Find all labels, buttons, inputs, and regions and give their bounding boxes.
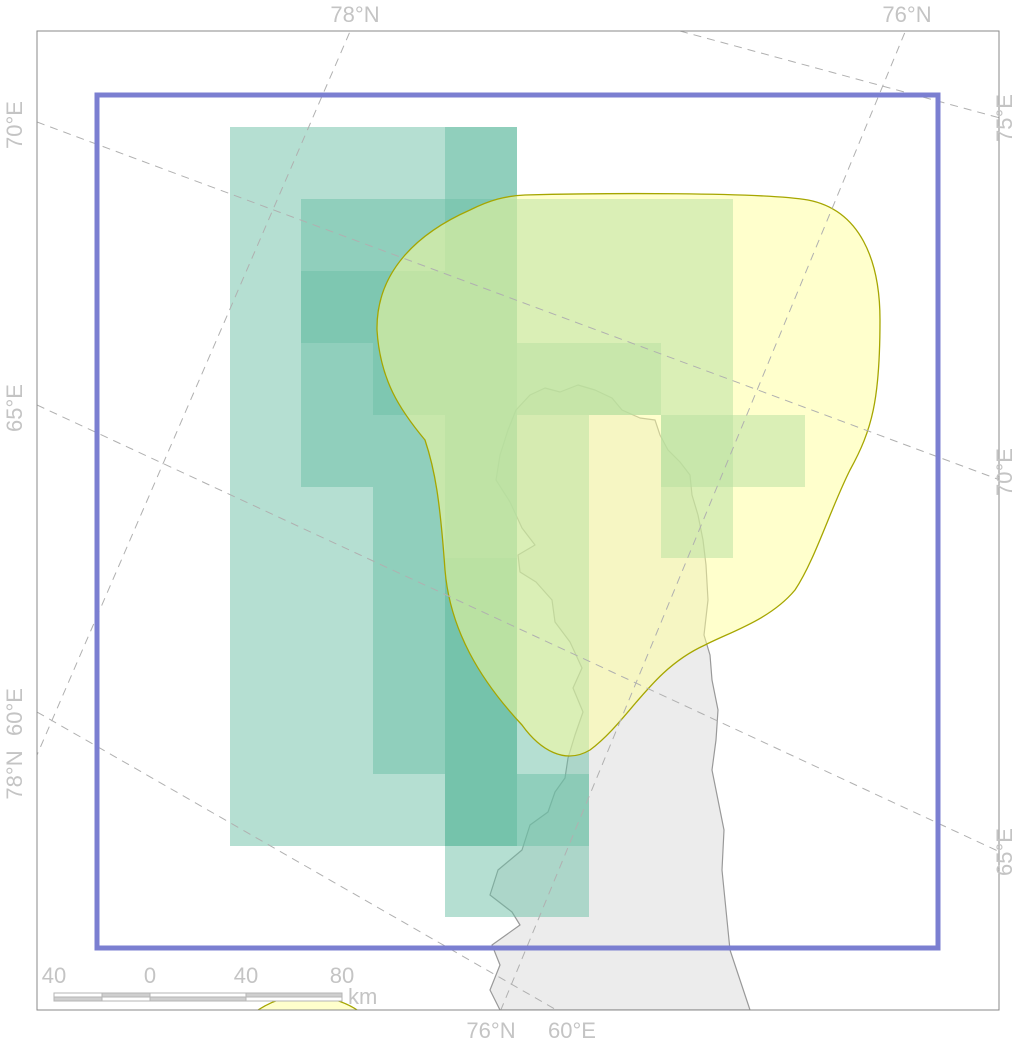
scale-bar-segment-8 [245, 996, 343, 1002]
left-label-70e: 70°E [2, 101, 27, 149]
top-label-76n: 76°N [882, 2, 931, 27]
scale-bar-segment-1 [53, 992, 103, 998]
graticule-line-60e [37, 711, 558, 1010]
graticule-labels: 78°N 76°N 76°N 60°E 70°E 65°E 60°E 78°N … [2, 2, 1017, 1043]
map-frame-border [36, 30, 1000, 1011]
range-polygon [376, 192, 881, 757]
grid-cell-18 [517, 774, 589, 917]
scale-tick-label-80: 80 [330, 963, 354, 988]
left-label-60e: 60°E [2, 688, 27, 736]
scale-tick-label-0: 0 [144, 963, 156, 988]
grid-cell-4 [373, 487, 445, 774]
scale-bar-segment-2 [101, 992, 151, 998]
bottom-label-76n: 76°N [466, 1018, 515, 1043]
graticule-line-70e [37, 121, 999, 481]
extent-box [94, 92, 941, 951]
scale-unit: km [348, 984, 377, 1009]
scale-bar-segment-5 [149, 992, 247, 998]
scale-bar-segment-7 [245, 992, 343, 998]
graticule [37, 31, 999, 1010]
bottom-label-60e: 60°E [548, 1018, 596, 1043]
right-label-65e: 65°E [992, 828, 1017, 876]
scale-bar-segment-4 [101, 996, 151, 1002]
scale-tick-label-40: 40 [234, 963, 258, 988]
scale-bar: 40 0 40 80 km [42, 963, 378, 1009]
scale-tick-label-40-left: 40 [42, 963, 66, 988]
graticule-line-76n [500, 31, 906, 1010]
left-label-65e: 65°E [2, 384, 27, 432]
top-label-78n: 78°N [330, 2, 379, 27]
graticule-line-78n [37, 31, 351, 756]
scale-bar-segment-3 [53, 996, 103, 1002]
right-label-75e: 75°E [992, 94, 1017, 142]
graticule-line-65e [37, 404, 999, 853]
left-label-78n: 78°N [2, 750, 27, 799]
scale-bar-segment-6 [149, 996, 247, 1002]
right-label-70e: 70°E [992, 448, 1017, 496]
